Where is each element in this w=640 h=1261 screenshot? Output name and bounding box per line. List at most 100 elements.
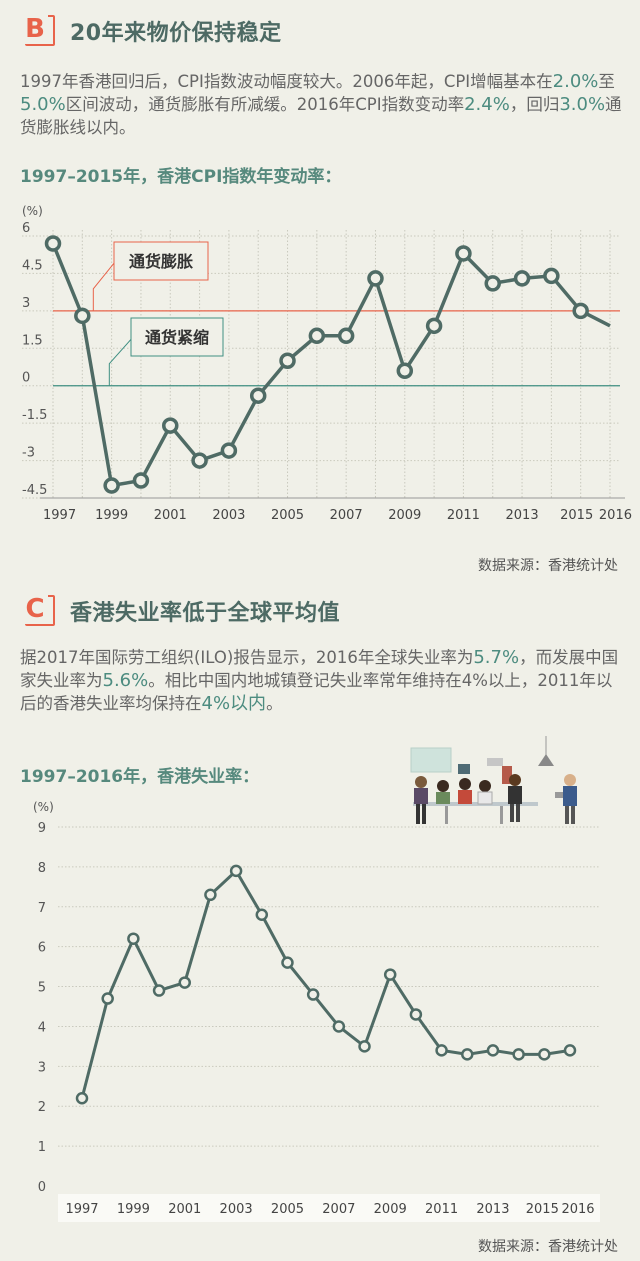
highlight-value: 5.7% xyxy=(473,647,520,668)
unemployment-data-point xyxy=(152,984,166,997)
cpi-data-point xyxy=(367,270,384,287)
cpi-data-point xyxy=(513,270,531,287)
y-tick-label: 5 xyxy=(38,981,46,996)
paragraph-text: ，回归 xyxy=(509,95,560,114)
x-tick-label: 2015 xyxy=(526,1202,559,1217)
unemployment-data-point xyxy=(178,976,191,989)
cpi-data-point xyxy=(279,352,296,370)
deflation-callout-box xyxy=(130,317,224,357)
y-tick-label: -3 xyxy=(22,446,35,461)
x-tick-label: 2016 xyxy=(561,1202,594,1217)
section-b-badge: B xyxy=(22,14,56,48)
unemployment-data-point xyxy=(229,864,243,878)
y-tick-label: 0 xyxy=(22,371,30,386)
paragraph-text: 通货膨胀线以内。 xyxy=(20,95,622,137)
cpi-data-point xyxy=(543,267,560,285)
y-tick-label: 3 xyxy=(22,296,30,311)
unemployment-data-point xyxy=(563,1044,577,1057)
unemployment-line-chart: 9 8 7 6 5 4 3 2 1 0 (%) 1997 1999 2001 2003 2005 2007 200… xyxy=(33,800,600,1222)
paragraph-text: 至 xyxy=(598,72,615,91)
section-b-paragraph: 1997年香港回归后，CPI指数波动幅度较大。2006年起，CPI增幅基本在2.… xyxy=(20,70,624,139)
cpi-data-point xyxy=(103,477,120,494)
section-c-title: 香港失业率低于全球平均值 xyxy=(70,601,341,626)
cpi-line-chart: 6 4.5 3 1.5 0 -1.5 -3 -4.5 (%) 1997 1999 2001 2003 20… xyxy=(22,204,632,523)
y-tick-label: 4.5 xyxy=(22,258,43,273)
x-tick-label: 2007 xyxy=(330,508,363,523)
cpi-data-point xyxy=(44,235,62,252)
x-tick-label: 2011 xyxy=(447,508,480,523)
inflation-callout-connector xyxy=(92,262,115,311)
y-unit-label: (%) xyxy=(33,800,54,814)
x-tick-label: 1999 xyxy=(95,508,128,523)
inflation-label: 通货膨胀 xyxy=(129,252,193,271)
x-tick-label: 2015 xyxy=(560,508,593,523)
y-tick-label: -4.5 xyxy=(22,483,47,498)
x-tick-label: 2003 xyxy=(212,508,245,523)
y-tick-label: -1.5 xyxy=(22,408,47,423)
cpi-data-point xyxy=(425,317,443,335)
cpi-data-point xyxy=(396,362,414,379)
x-tick-label: 2005 xyxy=(271,508,304,523)
unemployment-data-point xyxy=(538,1048,551,1061)
unemployment-source-note: 数据来源：香港统计处 xyxy=(478,1239,618,1255)
highlight-value: 4%以内 xyxy=(201,693,267,714)
cpi-data-point xyxy=(337,327,355,345)
unemployment-data-point xyxy=(383,968,397,981)
cpi-data-point xyxy=(74,307,91,325)
deflation-callout-connector xyxy=(108,336,134,386)
y-unit-label: (%) xyxy=(22,204,43,218)
cpi-data-point xyxy=(249,387,267,404)
section-b-header: B 20年来物价保持稳定 xyxy=(22,14,282,48)
y-tick-label: 6 xyxy=(38,941,46,956)
unemployment-data-point xyxy=(409,1008,423,1021)
cpi-data-point xyxy=(308,327,326,345)
unemployment-data-point xyxy=(306,988,320,1001)
inflation-callout-box xyxy=(113,241,209,281)
cpi-data-point xyxy=(191,452,208,469)
cpi-source-note: 数据来源：香港统计处 xyxy=(478,558,618,574)
y-tick-label: 4 xyxy=(38,1020,46,1035)
y-tick-label: 1.5 xyxy=(22,333,43,348)
section-c-badge: C xyxy=(22,594,56,628)
x-tick-label: 1997 xyxy=(65,1202,98,1217)
y-tick-label: 0 xyxy=(38,1180,46,1195)
unemployment-data-point xyxy=(127,932,140,945)
y-tick-label: 1 xyxy=(38,1140,46,1155)
cpi-data-point xyxy=(572,302,589,320)
cpi-data-point xyxy=(455,245,472,262)
unemployment-data-point xyxy=(358,1040,371,1053)
y-tick-label: 2 xyxy=(38,1100,46,1115)
x-tick-label: 1999 xyxy=(117,1202,150,1217)
unemployment-data-point xyxy=(486,1044,500,1057)
unemployment-data-point xyxy=(461,1048,474,1061)
unemployment-series-line xyxy=(80,868,571,1099)
x-tick-label: 2016 xyxy=(599,508,632,523)
y-tick-label: 8 xyxy=(38,861,46,876)
paragraph-text: 据2017年国际劳工组织(ILO)报告显示，2016年全球失业率为 xyxy=(20,648,474,667)
unemployment-data-point xyxy=(75,1091,89,1105)
highlight-value: 5.0% xyxy=(20,94,66,115)
section-c-paragraph: 据2017年国际劳工组织(ILO)报告显示，2016年全球失业率为5.7%，而发… xyxy=(20,646,624,715)
x-axis-band xyxy=(58,1194,600,1222)
office-workers-illustration xyxy=(410,736,577,824)
x-tick-label: 2011 xyxy=(425,1202,458,1217)
x-tick-label: 2005 xyxy=(271,1202,304,1217)
x-tick-label: 1997 xyxy=(43,508,76,523)
paragraph-text: 。相比中国内地城镇登记失业率常年维持在4%以上，2011年以后的香港失业率均保持… xyxy=(20,671,613,713)
cpi-data-point xyxy=(132,472,150,489)
x-tick-label: 2013 xyxy=(476,1202,509,1217)
highlight-value: 2.0% xyxy=(552,71,599,92)
cpi-chart-title: 1997–2015年，香港CPI指数年变动率： xyxy=(20,167,342,187)
unemployment-data-point xyxy=(255,908,269,922)
x-tick-label: 2001 xyxy=(154,508,187,523)
highlight-value: 2.4% xyxy=(464,94,510,115)
unemployment-data-point xyxy=(435,1044,448,1057)
paragraph-text: 。 xyxy=(266,694,283,713)
x-tick-label: 2013 xyxy=(506,508,539,523)
unemployment-chart-title: 1997–2016年，香港失业率： xyxy=(20,767,260,787)
x-tick-label: 2007 xyxy=(322,1202,355,1217)
cpi-data-point xyxy=(220,442,238,459)
unemployment-data-point xyxy=(281,956,294,969)
y-tick-label: 7 xyxy=(38,901,46,916)
x-tick-label: 2009 xyxy=(374,1202,407,1217)
